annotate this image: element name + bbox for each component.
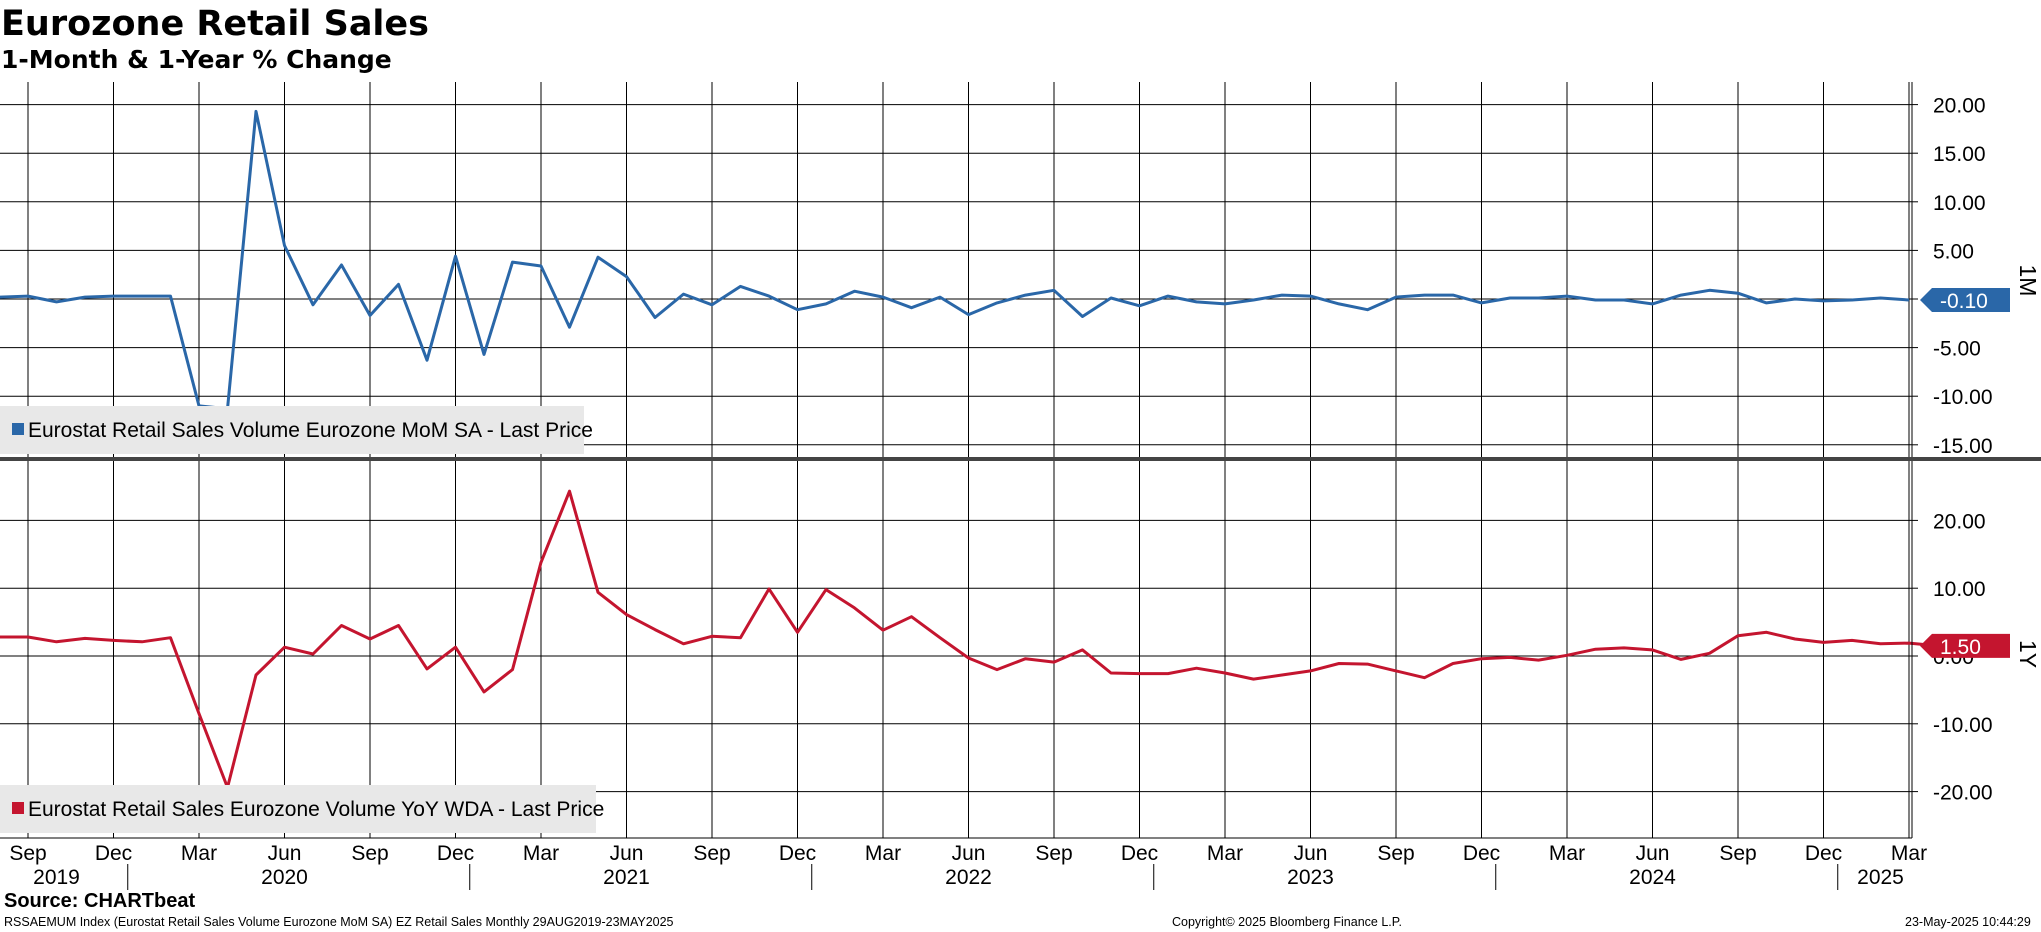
x-tick-label: Dec <box>437 842 474 865</box>
copyright-note: Copyright© 2025 Bloomberg Finance L.P. <box>1172 915 1402 929</box>
last-value-tag: 1.50 <box>1920 633 2010 659</box>
x-year-label: 2023 <box>1287 866 1334 889</box>
source-note: Source: CHARTbeat <box>4 890 196 912</box>
x-tick-label: Sep <box>693 842 730 865</box>
legend-label: Eurostat Retail Sales Eurozone Volume Yo… <box>28 798 604 821</box>
x-tick-label: Dec <box>1805 842 1842 865</box>
x-tick-label: Mar <box>523 842 559 865</box>
legend-bg <box>0 785 596 833</box>
legend-swatch <box>12 423 24 435</box>
chart-title: Eurozone Retail Sales <box>1 4 429 44</box>
y-tick-label: -5.00 <box>1933 338 1981 361</box>
x-year-label: 2019 <box>33 866 80 889</box>
y-tick-label: -10.00 <box>1933 714 1993 737</box>
x-tick-label: Mar <box>1549 842 1585 865</box>
x-tick-label: Sep <box>1719 842 1756 865</box>
series-line-mom <box>0 109 1910 411</box>
x-tick-label: Mar <box>181 842 217 865</box>
axis-label-1y: 1Y <box>2015 640 2041 668</box>
x-tick-label: Sep <box>1035 842 1072 865</box>
last-value-label: 1.50 <box>1940 636 1981 659</box>
y-tick-label: 10.00 <box>1933 578 1986 601</box>
x-tick-label: Mar <box>1207 842 1243 865</box>
y-tick-label: 10.00 <box>1933 192 1986 215</box>
y-tick-label: 15.00 <box>1933 143 1986 166</box>
y-tick-label: -15.00 <box>1933 435 1993 458</box>
y-tick-label: 5.00 <box>1933 240 1974 263</box>
x-tick-label: Jun <box>610 842 644 865</box>
legend: Eurostat Retail Sales Volume Eurozone Mo… <box>0 406 593 454</box>
y-tick-label: 20.00 <box>1933 95 1986 118</box>
x-tick-label: Dec <box>1121 842 1158 865</box>
last-value-tag-bg <box>1920 287 2010 312</box>
x-tick-label: Jun <box>1294 842 1328 865</box>
x-year-label: 2021 <box>603 866 650 889</box>
last-value-tag-bg <box>1920 633 2010 658</box>
x-tick-label: Dec <box>1463 842 1500 865</box>
x-tick-label: Mar <box>1891 842 1927 865</box>
x-tick-label: Dec <box>95 842 132 865</box>
y-tick-label: 20.00 <box>1933 510 1986 533</box>
x-year-label: 2025 <box>1857 866 1904 889</box>
x-year-label: 2022 <box>945 866 992 889</box>
legend: Eurostat Retail Sales Eurozone Volume Yo… <box>0 785 604 833</box>
chart-subtitle: 1-Month & 1-Year % Change <box>1 45 392 74</box>
legend-bg <box>0 406 584 454</box>
x-tick-label: Jun <box>952 842 986 865</box>
last-value-label: -0.10 <box>1940 290 1988 313</box>
x-year-label: 2024 <box>1629 866 1676 889</box>
x-tick-label: Mar <box>865 842 901 865</box>
legend-swatch <box>12 802 24 814</box>
x-tick-label: Sep <box>1377 842 1414 865</box>
x-tick-label: Jun <box>1636 842 1670 865</box>
y-tick-label: -10.00 <box>1933 386 1993 409</box>
ticker-info: RSSAEMUM Index (Eurostat Retail Sales Vo… <box>4 915 674 929</box>
timestamp: 23-May-2025 10:44:29 <box>1905 915 2031 929</box>
x-tick-label: Sep <box>9 842 46 865</box>
x-tick-label: Sep <box>351 842 388 865</box>
series-line-yoy <box>0 489 1938 789</box>
x-tick-label: Jun <box>268 842 302 865</box>
y-tick-label: -20.00 <box>1933 782 1993 805</box>
x-year-label: 2020 <box>261 866 308 889</box>
axis-label-1m: 1M <box>2015 265 2041 297</box>
x-tick-label: Dec <box>779 842 816 865</box>
legend-label: Eurostat Retail Sales Volume Eurozone Mo… <box>28 419 593 442</box>
last-value-tag: -0.10 <box>1920 287 2010 313</box>
